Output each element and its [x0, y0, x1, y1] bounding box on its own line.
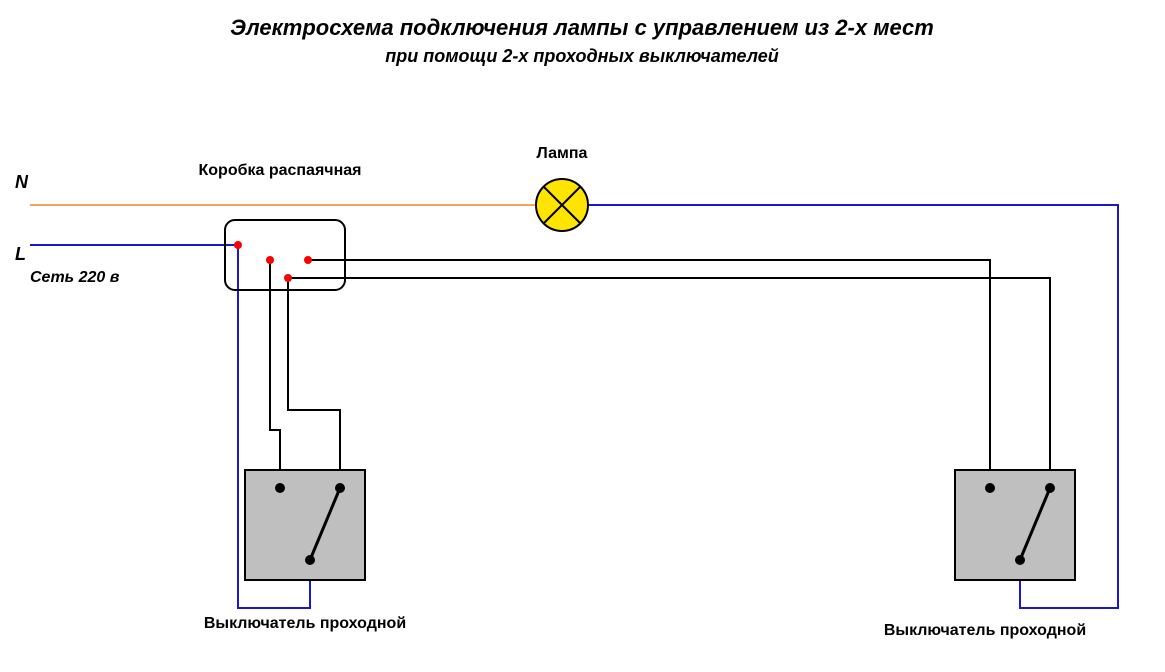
label-n: N: [15, 172, 29, 192]
label-junction-box: Коробка распаячная: [199, 162, 362, 179]
wire-traveller-sw2-b: [288, 278, 1050, 488]
diagram-subtitle: при помощи 2-х проходных выключателей: [385, 46, 779, 66]
lamp-icon: [536, 179, 588, 231]
switch-2: [955, 470, 1075, 580]
label-switch-1: Выключатель проходной: [204, 615, 406, 632]
wire-traveller-sw1-a: [270, 260, 280, 488]
label-switch-2: Выключатель проходной: [884, 622, 1086, 639]
switch-1: [245, 470, 365, 580]
junction-dots: [234, 241, 312, 282]
label-l: L: [15, 244, 26, 264]
wire-traveller-sw2-a: [308, 260, 990, 488]
diagram-title: Электросхема подключения лампы с управле…: [230, 15, 934, 40]
wire-traveller-sw1-b: [288, 278, 340, 488]
label-lamp: Лампа: [537, 145, 588, 162]
terminal-dots: [275, 483, 1055, 565]
label-mains: Сеть 220 в: [30, 269, 120, 286]
wiring-diagram: Электросхема подключения лампы с управле…: [0, 0, 1165, 672]
